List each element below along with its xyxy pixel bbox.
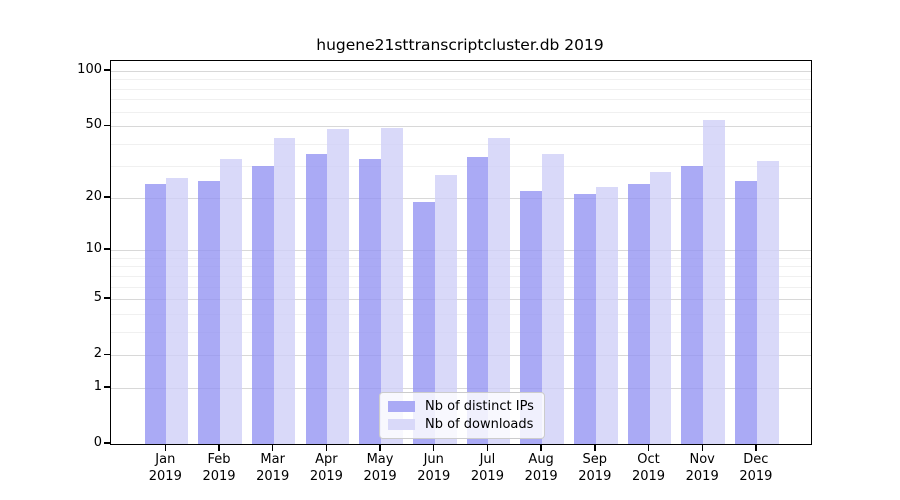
- bar-ips-apr: [305, 154, 328, 444]
- legend-label-distinct-ips: Nb of distinct IPs: [425, 399, 534, 414]
- y-tick-label-10: 10: [85, 241, 102, 257]
- x-tick-mark-feb: [218, 444, 220, 451]
- x-tick-mark-dec: [755, 444, 757, 451]
- chart-title: hugene21sttranscriptcluster.db 2019: [316, 36, 604, 54]
- bar-ips-jan: [144, 183, 167, 444]
- x-tick-label-jun: Jun 2019: [417, 452, 451, 484]
- x-tick-label-oct: Oct 2019: [631, 452, 666, 484]
- bar-downloads-apr: [327, 129, 350, 444]
- x-tick-mark-apr: [325, 444, 328, 451]
- x-tick-mark-jul: [486, 444, 489, 451]
- gridline-minor-3: [111, 331, 811, 333]
- y-tick-mark-1: [104, 386, 110, 388]
- y-tick-mark-20: [104, 196, 110, 198]
- y-tick-label-50: 50: [85, 117, 102, 133]
- y-tick-label-100: 100: [77, 62, 102, 77]
- bar-downloads-jan: [166, 177, 189, 444]
- gridline-minor-8: [111, 266, 811, 268]
- y-tick-mark-50: [104, 124, 110, 126]
- legend-item-distinct-ips: Nb of distinct IPs: [388, 399, 534, 414]
- legend-item-downloads: Nb of downloads: [388, 417, 534, 432]
- gridline-minor-70: [111, 99, 811, 101]
- x-tick-label-mar: Mar 2019: [256, 452, 290, 484]
- gridline-major-2: [111, 355, 811, 357]
- bar-ips-dec: [735, 180, 757, 444]
- bar-ips-may: [359, 159, 382, 444]
- x-tick-label-nov: Nov 2019: [685, 452, 719, 484]
- x-tick-label-aug: Aug 2019: [524, 452, 558, 484]
- x-tick-label-apr: Apr 2019: [309, 452, 343, 484]
- plot-area: Nb of distinct IPs Nb of downloads: [110, 60, 812, 445]
- y-tick-mark-0: [104, 442, 110, 444]
- bar-ips-oct: [627, 183, 650, 444]
- y-tick-mark-2: [104, 353, 110, 355]
- bar-downloads-jul: [488, 138, 511, 444]
- bar-downloads-oct: [649, 171, 672, 444]
- gridline-minor-60: [111, 111, 811, 113]
- x-tick-mark-may: [379, 444, 381, 451]
- legend-swatch-downloads: [388, 419, 415, 430]
- x-tick-label-jul: Jul 2019: [470, 452, 504, 484]
- bar-ips-jul: [466, 156, 489, 444]
- x-tick-label-feb: Feb 2019: [202, 452, 236, 484]
- gridline-minor-6: [111, 286, 811, 288]
- y-tick-label-2: 2: [93, 346, 102, 362]
- gridline-major-100: [111, 71, 811, 72]
- x-tick-mark-nov: [701, 444, 703, 451]
- y-tick-label-0: 0: [93, 435, 102, 450]
- bar-ips-nov: [681, 166, 704, 444]
- y-tick-mark-5: [104, 297, 110, 299]
- gridline-minor-90: [111, 79, 811, 81]
- bar-ips-feb: [198, 180, 220, 444]
- gridline-major-1: [111, 387, 811, 389]
- y-tick-mark-100: [104, 69, 110, 71]
- bar-downloads-aug: [542, 154, 564, 444]
- bar-downloads-sep: [595, 187, 618, 444]
- gridline-major-5: [111, 299, 811, 301]
- x-tick-mark-aug: [540, 444, 542, 451]
- gridline-minor-7: [111, 275, 811, 277]
- bar-ips-jun: [412, 201, 435, 444]
- x-tick-label-jan: Jan 2019: [148, 452, 182, 484]
- x-tick-label-dec: Dec 2019: [739, 452, 773, 484]
- x-tick-label-sep: Sep 2019: [578, 452, 612, 484]
- x-tick-label-may: May 2019: [363, 452, 397, 484]
- gridline-major-50: [111, 126, 811, 128]
- bar-ips-mar: [251, 166, 274, 444]
- x-tick-mark-oct: [647, 444, 650, 451]
- gridline-minor-30: [111, 166, 811, 168]
- x-tick-mark-jan: [164, 444, 166, 451]
- bar-downloads-may: [381, 127, 403, 444]
- x-tick-mark-sep: [594, 444, 596, 451]
- legend-label-downloads: Nb of downloads: [425, 417, 534, 432]
- y-tick-mark-10: [104, 248, 110, 250]
- y-tick-label-20: 20: [85, 188, 102, 204]
- bar-downloads-dec: [756, 161, 779, 444]
- bar-downloads-nov: [703, 120, 725, 444]
- bar-downloads-jun: [434, 174, 457, 444]
- y-tick-label-5: 5: [93, 290, 102, 306]
- gridline-minor-4: [111, 313, 811, 315]
- gridline-major-20: [111, 197, 811, 199]
- y-tick-label-1: 1: [93, 378, 102, 394]
- bar-ips-sep: [574, 194, 596, 444]
- gridline-minor-80: [111, 88, 811, 90]
- bar-downloads-mar: [273, 138, 296, 444]
- gridline-minor-40: [111, 143, 811, 145]
- bar-ips-aug: [520, 190, 543, 444]
- x-tick-mark-jun: [433, 444, 435, 451]
- gridline-minor-9: [111, 257, 811, 259]
- bar-downloads-feb: [219, 159, 242, 444]
- legend-swatch-distinct-ips: [388, 401, 415, 412]
- gridline-major-10: [111, 250, 811, 252]
- legend: Nb of distinct IPs Nb of downloads: [379, 392, 545, 439]
- x-tick-mark-mar: [271, 444, 274, 451]
